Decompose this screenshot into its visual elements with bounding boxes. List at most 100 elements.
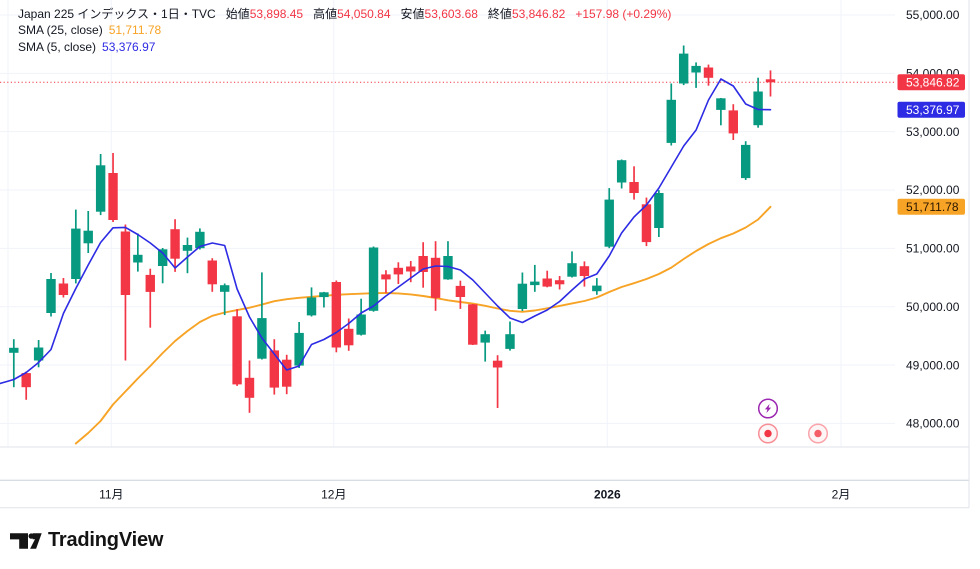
candle-body[interactable]	[716, 98, 726, 110]
grid-lines	[0, 0, 895, 447]
candle-body[interactable]	[691, 65, 701, 73]
candle-body[interactable]	[455, 285, 466, 297]
candle-body[interactable]	[269, 350, 280, 388]
candle-body[interactable]	[678, 53, 689, 84]
candle-body[interactable]	[319, 292, 329, 298]
candle-wick[interactable]	[533, 264, 536, 292]
candle-body[interactable]	[368, 247, 379, 311]
candle-body[interactable]	[95, 165, 106, 212]
sma5-path[interactable]	[0, 78, 772, 385]
candle-wick[interactable]	[12, 339, 15, 388]
candle-body[interactable]	[344, 328, 354, 346]
candle-body[interactable]	[207, 260, 217, 285]
candle-wick[interactable]	[186, 237, 189, 274]
candle-body[interactable]	[530, 281, 540, 286]
candle-body[interactable]	[170, 229, 180, 259]
candle-wick[interactable]	[223, 283, 226, 316]
candle-wick[interactable]	[149, 268, 152, 328]
candle-body[interactable]	[145, 274, 155, 292]
candle-body[interactable]	[33, 347, 44, 361]
candle-body[interactable]	[381, 274, 391, 280]
candle-body[interactable]	[244, 377, 255, 398]
candle-body[interactable]	[182, 245, 193, 251]
sma25-line[interactable]	[74, 205, 772, 445]
candle-wick[interactable]	[720, 98, 722, 126]
candle-body[interactable]	[108, 173, 118, 220]
candle-body[interactable]	[740, 144, 751, 179]
legend-sma25-row[interactable]: SMA (25, close) 51,711.78	[18, 22, 671, 39]
candle-body[interactable]	[505, 334, 515, 349]
candle-body[interactable]	[83, 230, 93, 244]
candle-body[interactable]	[480, 334, 490, 343]
candle-wick[interactable]	[261, 272, 263, 360]
candle-body[interactable]	[232, 316, 242, 385]
candle-wick[interactable]	[409, 261, 412, 283]
candle-wick[interactable]	[484, 330, 487, 362]
time-axis[interactable]: 11月 12月 2026 2月	[99, 488, 850, 502]
candle-body[interactable]	[492, 360, 503, 368]
candle-body[interactable]	[592, 285, 602, 292]
candle-body[interactable]	[120, 231, 131, 296]
candle-body[interactable]	[542, 278, 552, 287]
open-value: 53,898.45	[249, 6, 304, 21]
candle-body[interactable]	[294, 332, 304, 366]
candle-body[interactable]	[654, 193, 664, 228]
candle-wick[interactable]	[137, 233, 139, 272]
tradingview-logo[interactable]: TradingView	[10, 529, 163, 552]
floating-buttons[interactable]	[757, 398, 829, 444]
candle-body[interactable]	[443, 256, 453, 280]
candle-body[interactable]	[579, 266, 590, 276]
candle-body[interactable]	[21, 373, 31, 388]
candle-body[interactable]	[418, 256, 428, 272]
legend-sma5-row[interactable]: SMA (5, close) 53,376.97	[18, 39, 671, 56]
sma5-line[interactable]	[0, 78, 772, 385]
candle-body[interactable]	[641, 204, 652, 243]
last-price-tag-text: 53,846.82	[906, 76, 960, 90]
price-axis[interactable]: 55,000.0054,000.0053,000.0052,000.0051,0…	[897, 8, 966, 431]
candle-body[interactable]	[282, 359, 292, 387]
sma25-path[interactable]	[74, 205, 772, 445]
candle-body[interactable]	[753, 91, 763, 126]
candle-body[interactable]	[331, 282, 342, 348]
candle-body[interactable]	[46, 279, 56, 313]
candles[interactable]	[9, 45, 776, 413]
candle-body[interactable]	[765, 79, 776, 83]
candle-body[interactable]	[219, 285, 230, 292]
time-tick-label: 2026	[594, 488, 621, 502]
candle-body[interactable]	[195, 231, 205, 249]
candle-body[interactable]	[468, 304, 478, 345]
candle-body[interactable]	[517, 283, 528, 309]
candle-wick[interactable]	[695, 62, 697, 88]
candle-body[interactable]	[306, 297, 317, 316]
pane-borders	[0, 0, 970, 509]
candle-body[interactable]	[356, 314, 366, 335]
candle-body[interactable]	[9, 347, 19, 353]
candle-wick[interactable]	[385, 270, 387, 293]
price-tick-label: 52,000.00	[906, 183, 960, 197]
candle-body[interactable]	[71, 228, 81, 279]
candle-body[interactable]	[604, 199, 614, 247]
candle-body[interactable]	[629, 182, 639, 193]
lightning-button[interactable]	[757, 398, 779, 419]
candle-body[interactable]	[554, 280, 565, 285]
legend-symbol-row[interactable]: Japan 225 インデックス・1日・TVC 始値53,898.45 高値54,0…	[18, 6, 671, 23]
candle-body[interactable]	[406, 266, 416, 272]
candle-body[interactable]	[666, 99, 676, 143]
price-tick-label: 48,000.00	[906, 417, 960, 431]
record-button-2[interactable]	[807, 423, 829, 444]
record-button-1[interactable]	[757, 423, 779, 444]
record-dot-center	[764, 429, 772, 438]
candle-body[interactable]	[616, 160, 627, 183]
candle-body[interactable]	[393, 267, 404, 275]
candle-wick[interactable]	[496, 355, 499, 408]
candle-body[interactable]	[430, 257, 441, 298]
candle-body[interactable]	[728, 110, 738, 134]
candle-body[interactable]	[567, 263, 577, 277]
candle-body[interactable]	[703, 67, 714, 78]
candle-body[interactable]	[133, 254, 143, 263]
candle-wick[interactable]	[323, 291, 325, 308]
candle-body[interactable]	[157, 249, 168, 266]
candle-wick[interactable]	[769, 70, 772, 97]
candle-body[interactable]	[58, 283, 69, 296]
